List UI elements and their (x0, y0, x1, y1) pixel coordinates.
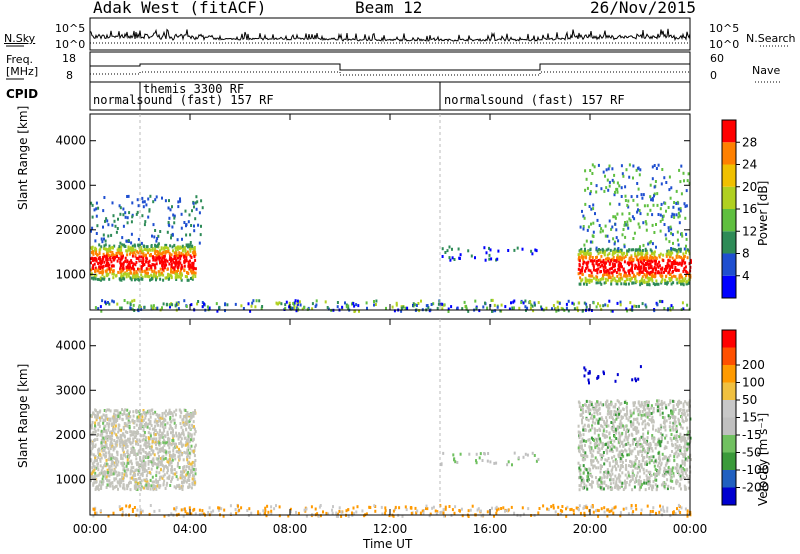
velocity-colorbar-tick-label-2: -50 (742, 446, 762, 460)
power-colorbar-bin-0 (722, 275, 736, 298)
velocity-colorbar-bin-4 (722, 417, 736, 435)
freq-unit-label: [MHz] (6, 65, 39, 78)
velocity-colorbar-tick-label-1: -100 (742, 463, 769, 477)
power-colorbar-tick-label-4: 20 (742, 180, 757, 194)
date-title: 26/Nov/2015 (590, 0, 696, 17)
power-morning-upper (90, 194, 204, 247)
velocity-colorbar-bin-1 (722, 470, 736, 488)
power-morning-echo (90, 243, 197, 282)
velocity-midday-streak (440, 451, 540, 467)
power-colorbar-bin-2 (722, 231, 736, 254)
nsky-tick-top: 10^5 (55, 22, 86, 35)
xtick-label-3: 12:00 (373, 522, 408, 536)
velocity-colorbar-bin-2 (722, 452, 736, 470)
station-title: Adak West (fitACF) (93, 0, 267, 17)
nsky-trace (89, 28, 691, 43)
nsky-panel (89, 17, 691, 51)
nave-tick-bottom: 0 (710, 69, 717, 82)
cpid-entry-themis: themis 3300 RF (143, 82, 245, 96)
velocity-ytick-label-2: 3000 (55, 383, 86, 397)
cpid-panel (89, 81, 691, 111)
xtick-label-6: 00:00 (673, 522, 708, 536)
velocity-colorbar-bin-8 (722, 347, 736, 365)
velocity-colorbar-tick-label-7: 200 (742, 358, 765, 372)
freq-trace (90, 63, 690, 71)
power-colorbar-bin-3 (722, 209, 736, 232)
velocity-colorbar-bin-5 (722, 400, 736, 418)
power-colorbar-tick-label-1: 8 (742, 247, 750, 261)
power-colorbar-bin-1 (722, 253, 736, 276)
cpid-label: CPID (6, 87, 39, 101)
x-axis-label: Time UT (363, 537, 413, 551)
velocity-morning-echo (90, 408, 197, 492)
power-ytick-label-3: 4000 (55, 134, 86, 148)
nsearch-label: N.Search (746, 32, 796, 45)
velocity-ytick-label-0: 1000 (55, 472, 86, 486)
xtick-label-2: 08:00 (273, 522, 308, 536)
power-colorbar-tick-label-6: 28 (742, 135, 757, 149)
power-ytick-label-2: 3000 (55, 178, 86, 192)
power-ground-scatter (94, 298, 691, 313)
power-evening-echo (577, 247, 692, 287)
cpid-entry-normalsound-2: normalsound (fast) 157 RF (444, 93, 625, 107)
power-ytick-label-0: 1000 (55, 267, 86, 281)
power-colorbar-bin-7 (722, 120, 736, 143)
xtick-label-1: 04:00 (173, 522, 208, 536)
power-colorbar-tick-label-2: 12 (742, 224, 757, 238)
velocity-ytick-label-3: 4000 (55, 339, 86, 353)
velocity-colorbar-tick-label-6: 100 (742, 376, 765, 390)
velocity-evening-echo (577, 399, 692, 492)
power-colorbar-tick-label-3: 16 (742, 202, 757, 216)
velocity-colorbar-bin-9 (722, 330, 736, 348)
velocity-colorbar-bin-7 (722, 365, 736, 383)
velocity-evening-top (583, 365, 642, 385)
nsearch-tick-bottom: 10^0 (709, 38, 740, 51)
xtick-label-0: 00:00 (73, 522, 108, 536)
velocity-colorbar-tick-label-5: 50 (742, 393, 757, 407)
xtick-label-4: 16:00 (473, 522, 508, 536)
velocity-colorbar-bin-6 (722, 382, 736, 400)
velocity-colorbar-bin-0 (722, 487, 736, 505)
xtick-label-5: 20:00 (573, 522, 608, 536)
nsearch-tick-top: 10^5 (709, 22, 740, 35)
nave-tick-top: 60 (710, 52, 724, 65)
cpid-entry-normalsound-1: normalsound (fast) 157 RF (93, 93, 274, 107)
nsky-tick-bottom: 10^0 (55, 38, 86, 51)
power-colorbar-bin-4 (722, 186, 736, 209)
beam-title: Beam 12 (355, 0, 423, 17)
nave-trace (90, 71, 690, 76)
freq-panel (89, 51, 691, 83)
velocity-colorbar-tick-label-4: 15 (742, 411, 757, 425)
power-colorbar-tick-label-0: 4 (742, 269, 750, 283)
power-colorbar-bin-5 (722, 164, 736, 187)
velocity-ytick-label-1: 2000 (55, 428, 86, 442)
power-ytick-label-1: 2000 (55, 223, 86, 237)
freq-label: Freq. (6, 53, 34, 66)
velocity-colorbar-tick-label-3: -15 (742, 428, 762, 442)
freq-tick-top: 18 (62, 52, 76, 65)
velocity-colorbar-bin-3 (722, 435, 736, 453)
freq-tick-bottom: 8 (66, 69, 73, 82)
nsky-label: N.Sky (4, 32, 36, 45)
power-midday-streak (441, 245, 538, 262)
velocity-colorbar-tick-label-0: -200 (742, 481, 769, 495)
power-colorbar-tick-label-5: 24 (742, 158, 757, 172)
power-colorbar-bin-6 (722, 142, 736, 165)
velocity-ground-scatter (92, 503, 692, 518)
nave-label: Nave (752, 64, 781, 77)
power-evening-upper (579, 163, 691, 251)
